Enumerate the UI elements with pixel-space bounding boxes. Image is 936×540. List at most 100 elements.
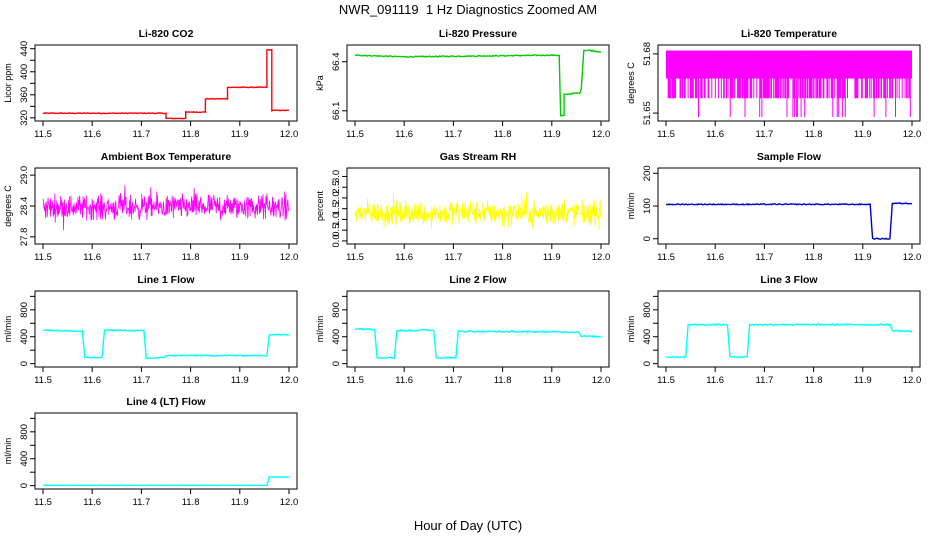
y-tick-label: 66.1 — [331, 102, 342, 121]
x-tick-label: 11.7 — [445, 129, 463, 140]
data-layer — [42, 185, 290, 231]
y-tick-label: 28.4 — [19, 197, 30, 216]
y-tick-label: 51.65 — [642, 101, 653, 125]
data-layer — [354, 192, 602, 230]
x-tick-label: 11.9 — [231, 252, 249, 263]
data-layer — [43, 476, 289, 487]
panel-title: Li-820 Pressure — [439, 28, 517, 40]
y-tick-label: 27.8 — [19, 228, 30, 247]
panel-8: Line 2 Flow ml/min 11.5 11.6 11.7 11.8 11.9 12.… — [315, 274, 610, 386]
y-tick-label: 800 — [331, 302, 342, 318]
series-line — [354, 327, 602, 360]
series-line — [43, 476, 289, 487]
x-tick-label: 11.7 — [133, 129, 151, 140]
panel-1: Li-820 CO2 Licor ppm 11.5 11.6 11.7 11.8 11.9 1… — [3, 28, 298, 140]
y-tick-label: 1.5 — [331, 202, 342, 215]
x-tick-label: 12.0 — [280, 375, 299, 386]
y-tick-label: 0 — [19, 483, 30, 488]
x-tick-label: 11.8 — [494, 252, 512, 263]
x-tick-label: 12.0 — [280, 497, 299, 508]
x-tick-label: 11.5 — [34, 497, 52, 508]
panel-5: Gas Stream RH percent 11.5 11.6 11.7 11.8 11.9… — [315, 151, 610, 263]
x-tick-label: 11.6 — [706, 252, 724, 263]
y-axis-label: percent — [315, 190, 325, 221]
panel-title: Line 1 Flow — [137, 274, 195, 286]
y-tick-label: 1.0 — [331, 213, 342, 226]
plot-frame — [346, 167, 610, 245]
series-line — [354, 49, 602, 117]
x-tick-label: 11.7 — [756, 129, 774, 140]
y-axis-label: ml/min — [3, 438, 13, 465]
x-tick-label: 11.9 — [854, 129, 872, 140]
y-tick-label: 29.0 — [19, 166, 30, 185]
data-layer — [665, 202, 913, 241]
panel-title: Line 4 (LT) Flow — [126, 396, 206, 408]
series-spikes — [667, 50, 911, 117]
y-tick-label: 0.0 — [331, 234, 342, 247]
x-tick-label: 11.5 — [657, 375, 675, 386]
x-tick-label: 11.5 — [34, 375, 52, 386]
data-layer — [666, 50, 912, 117]
plot-frame — [346, 290, 610, 368]
y-tick-label: 400 — [642, 329, 653, 345]
data-layer — [354, 327, 602, 360]
plot-frame — [657, 167, 921, 245]
series-line — [42, 185, 290, 231]
x-tick-label: 11.5 — [657, 129, 675, 140]
y-tick-label: 400 — [19, 329, 30, 345]
plot-frame — [657, 44, 921, 122]
x-tick-label: 11.6 — [83, 252, 101, 263]
x-tick-label: 11.8 — [182, 497, 200, 508]
panel-title: Line 3 Flow — [760, 274, 818, 286]
x-tick-label: 12.0 — [592, 129, 611, 140]
panel-title: Ambient Box Temperature — [101, 151, 232, 163]
x-tick-label: 11.9 — [854, 252, 872, 263]
y-tick-label: 51.68 — [642, 42, 653, 66]
x-tick-label: 11.7 — [756, 375, 774, 386]
y-tick-label: 0 — [642, 236, 653, 241]
y-tick-label: 360 — [19, 87, 30, 103]
x-tick-label: 11.7 — [756, 252, 774, 263]
y-tick-label: 200 — [642, 165, 653, 181]
plot-frame — [34, 44, 298, 122]
x-tick-label: 11.5 — [346, 375, 364, 386]
plot-frame — [34, 290, 298, 368]
series-line — [354, 192, 602, 230]
data-layer — [42, 328, 289, 360]
x-tick-label: 11.8 — [805, 252, 823, 263]
x-tick-label: 11.5 — [34, 252, 52, 263]
y-tick-label: 400 — [331, 329, 342, 345]
x-axis-label: Hour of Day (UTC) — [413, 518, 523, 533]
x-tick-label: 11.9 — [231, 375, 249, 386]
x-tick-label: 11.9 — [543, 129, 561, 140]
x-tick-label: 12.0 — [280, 252, 299, 263]
y-axis-label: degrees C — [626, 62, 636, 104]
x-tick-label: 11.6 — [395, 129, 413, 140]
panel-9: Line 3 Flow ml/min 11.5 11.6 11.7 11.8 11.9 12.… — [626, 274, 921, 386]
page-title: NWR_091119 1 Hz Diagnostics Zoomed AM — [338, 2, 598, 17]
x-tick-label: 11.6 — [83, 375, 101, 386]
x-tick-label: 11.8 — [805, 129, 823, 140]
x-tick-label: 11.5 — [346, 129, 364, 140]
x-tick-label: 11.5 — [657, 252, 675, 263]
y-tick-label: 400 — [19, 64, 30, 80]
panel-6: Sample Flow ml/min 11.5 11.6 11.7 11.8 11.9 12.… — [626, 151, 921, 263]
x-tick-label: 11.6 — [83, 129, 101, 140]
y-tick-label: 800 — [19, 424, 30, 440]
y-tick-label: 0 — [19, 361, 30, 366]
y-tick-label: 66.4 — [331, 52, 342, 71]
plot-frame — [657, 290, 921, 368]
panel-title: Line 2 Flow — [449, 274, 507, 286]
x-tick-label: 11.8 — [805, 375, 823, 386]
x-tick-label: 11.7 — [445, 375, 463, 386]
x-tick-label: 11.9 — [543, 375, 561, 386]
x-tick-label: 11.6 — [706, 129, 724, 140]
y-axis-label: ml/min — [315, 316, 325, 343]
panel-10: Line 4 (LT) Flow ml/min 11.5 11.6 11.7 11.8 11… — [3, 396, 298, 508]
x-tick-label: 11.9 — [854, 375, 872, 386]
panel-3: Li-820 Temperature degrees C 11.5 11.6 11.7 1… — [626, 28, 921, 140]
y-tick-label: 2.5 — [331, 181, 342, 194]
panel-title: Sample Flow — [757, 151, 822, 163]
panel-4: Ambient Box Temperature degrees C 11.5 11.6… — [3, 151, 298, 263]
